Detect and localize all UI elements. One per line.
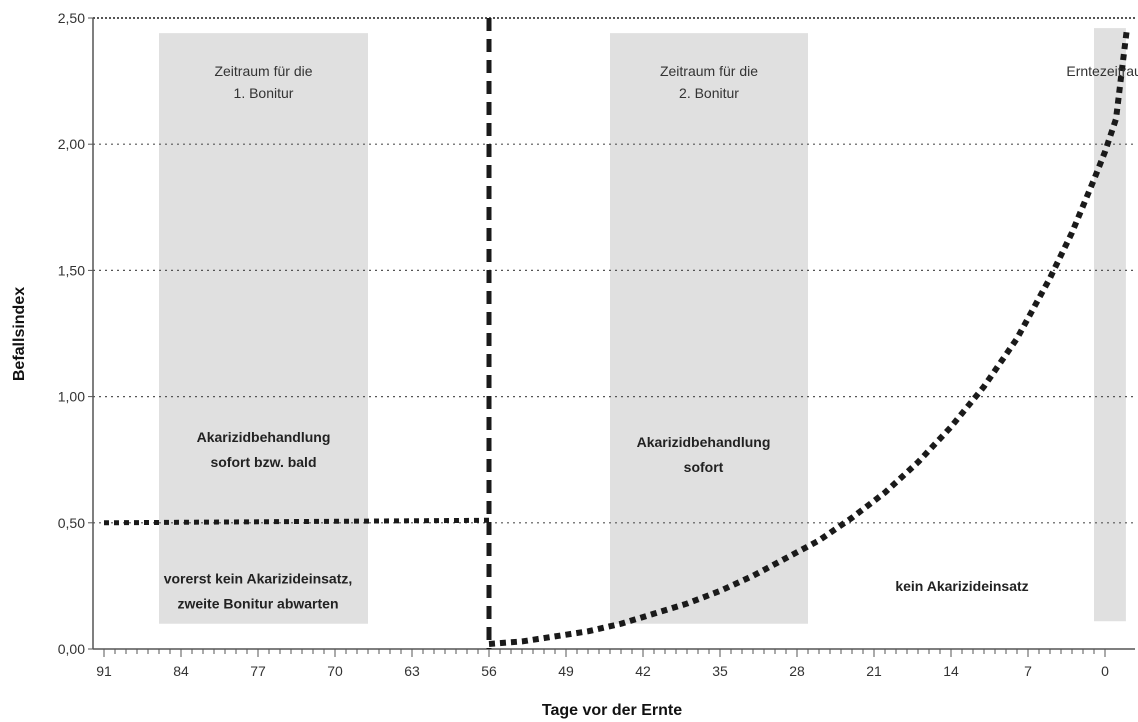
x-tick-label-3: 77 [250, 663, 266, 679]
time-band-2 [610, 33, 808, 624]
annotation-2-line-1: vorerst kein Akarizideinsatz, [164, 570, 353, 586]
annotation-4-line-1: kein Akarizideinsatz [895, 578, 1028, 594]
y-tick-label-3: 1,00 [58, 389, 85, 405]
y-axis-title: Befallsindex [11, 287, 28, 381]
x-tick-label-13: 7 [1024, 663, 1032, 679]
x-tick-label-9: 35 [712, 663, 728, 679]
axes-layer [92, 18, 1135, 650]
x-tick-label-12: 14 [943, 663, 959, 679]
x-tick-label-1: 91 [96, 663, 112, 679]
band-label-2-line-2: 2. Bonitur [679, 85, 739, 101]
series-line-1 [488, 27, 1130, 647]
y-tick-label-5: 2,00 [58, 136, 85, 152]
x-tick-label-14: 0 [1101, 663, 1109, 679]
bands-layer [159, 28, 1126, 624]
annotation-1-line-2: sofort bzw. bald [210, 454, 316, 470]
labels-layer: Zeitraum für die 1. Bonitur Zeitraum für d… [164, 63, 1138, 611]
band-label-1-line-1: Zeitraum für die [214, 63, 312, 79]
annotation-2-line-2: zweite Bonitur abwarten [177, 595, 338, 611]
x-tick-label-7: 49 [558, 663, 574, 679]
annotation-3-line-2: sofort [684, 459, 724, 475]
annotation-1-line-1: Akarizidbehandlung [197, 429, 331, 445]
y-tick-label-2: 0,50 [58, 515, 85, 531]
y-tick-label-4: 1,50 [58, 262, 85, 278]
y-tick-label-1: 0,00 [58, 641, 85, 657]
x-tick-label-2: 84 [173, 663, 189, 679]
x-tick-label-10: 28 [789, 663, 805, 679]
x-tick-label-4: 70 [327, 663, 343, 679]
x-tick-label-8: 42 [635, 663, 651, 679]
x-tick-label-11: 21 [866, 663, 882, 679]
band-label-3-line-1: Erntezeitraum [1066, 63, 1138, 79]
threshold-line-1 [103, 517, 490, 526]
x-axis-title: Tage vor der Ernte [542, 702, 682, 719]
band-label-1-line-2: 1. Bonitur [234, 85, 294, 101]
y-tick-label-6: 2,50 [58, 10, 85, 26]
annotation-3-line-1: Akarizidbehandlung [637, 434, 771, 450]
lines-layer [103, 18, 1130, 649]
grid-layer [93, 17, 1135, 524]
x-tick-label-5: 63 [404, 663, 420, 679]
x-tick-label-6: 56 [481, 663, 497, 679]
band-label-2-line-1: Zeitraum für die [660, 63, 758, 79]
time-band-3 [1094, 28, 1126, 622]
time-band-1 [159, 33, 368, 624]
